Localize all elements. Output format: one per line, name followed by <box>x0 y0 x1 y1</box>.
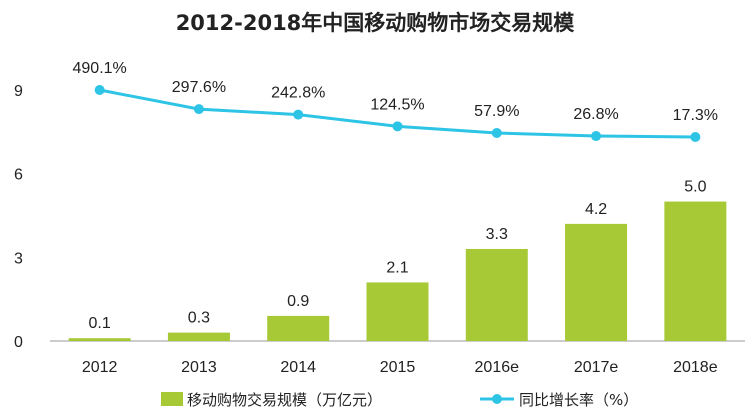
bar <box>366 282 429 341</box>
legend-line-marker <box>492 394 502 404</box>
legend-bar-swatch <box>161 392 183 406</box>
y-tick-label: 9 <box>14 83 23 100</box>
bar <box>565 223 628 341</box>
legend: 移动购物交易规模（万亿元） 同比增长率（%） <box>161 391 638 409</box>
x-tick-label: 2015 <box>380 359 416 376</box>
growth-rate-point <box>392 121 403 132</box>
x-tick-label: 2014 <box>280 359 316 376</box>
growth-rate-series <box>94 85 701 142</box>
growth-rate-point <box>591 131 602 142</box>
bar-value-label: 0.3 <box>188 310 210 327</box>
x-tick-label: 2012 <box>82 359 118 376</box>
bar <box>267 315 330 341</box>
growth-rate-label: 57.9% <box>474 103 519 120</box>
y-tick-label: 3 <box>14 250 23 267</box>
growth-rate-label: 26.8% <box>573 106 618 123</box>
bar <box>465 248 528 341</box>
x-tick-label: 2017e <box>574 359 619 376</box>
chart-title: 2012-2018年中国移动购物市场交易规模 <box>176 11 576 35</box>
growth-rate-point <box>94 85 105 95</box>
bar <box>167 332 230 341</box>
growth-rate-label: 124.5% <box>370 96 424 113</box>
bar-series <box>68 201 727 341</box>
growth-rate-point <box>690 132 701 142</box>
y-tick-label: 6 <box>14 167 23 184</box>
legend-line-label: 同比增长率（%） <box>519 391 638 409</box>
x-tick-label: 2013 <box>181 359 217 376</box>
growth-rate-label: 242.8% <box>271 85 325 102</box>
bar-value-labels: 0.1 0.3 0.9 2.1 3.3 4.2 5.0 <box>89 179 707 333</box>
bar-value-label: 3.3 <box>486 226 508 243</box>
bar-value-label: 0.9 <box>287 293 309 310</box>
bar <box>664 201 727 341</box>
growth-rate-point <box>193 104 204 115</box>
y-tick-label: 0 <box>14 334 23 351</box>
growth-rate-point <box>293 109 304 120</box>
y-axis: 0 3 6 9 <box>14 83 23 351</box>
bar-value-label: 4.2 <box>585 201 607 218</box>
x-axis: 2012 2013 2014 2015 2016e 2017e 2018e <box>82 359 718 376</box>
growth-rate-label: 17.3% <box>673 107 718 124</box>
bar-value-label: 0.1 <box>89 315 111 332</box>
x-tick-label: 2018e <box>673 359 718 376</box>
bar <box>68 338 131 341</box>
growth-rate-label: 490.1% <box>73 60 127 77</box>
growth-rate-label: 297.6% <box>172 79 226 96</box>
growth-rate-point <box>491 127 502 138</box>
legend-bar-label: 移动购物交易规模（万亿元） <box>187 391 382 409</box>
bar-value-label: 2.1 <box>386 259 408 276</box>
growth-rate-labels: 490.1% 297.6% 242.8% 124.5% 57.9% 26.8% 17.3% <box>73 60 719 124</box>
bar-value-label: 5.0 <box>684 179 706 196</box>
x-tick-label: 2016e <box>475 359 520 376</box>
